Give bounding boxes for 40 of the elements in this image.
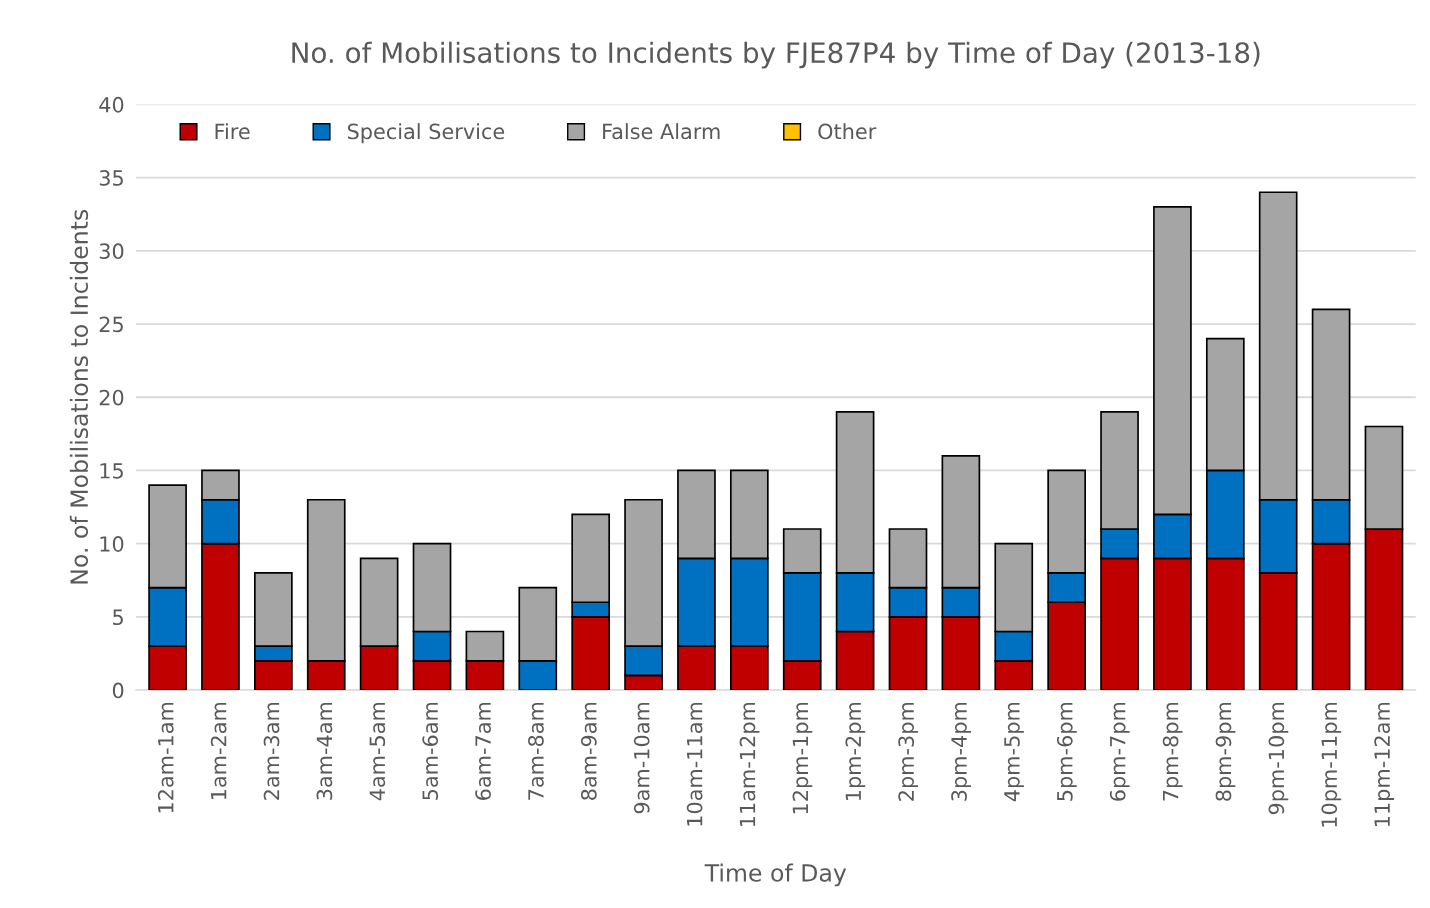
x-tick-label: 1pm-2pm xyxy=(845,702,866,800)
x-tick-label: 10pm-11pm xyxy=(1321,702,1342,827)
x-tick-label: 6pm-7pm xyxy=(1109,702,1130,801)
legend-label: Other xyxy=(818,123,877,140)
x-tick-label: 11am-12pm xyxy=(739,702,760,827)
y-tick-label: 5 xyxy=(113,609,123,626)
x-tick-label: 3am-4am xyxy=(316,702,333,800)
x-tick-label: 12am-1am xyxy=(157,702,174,813)
x-tick-label: 9pm-10pm xyxy=(1268,702,1289,815)
x-tick-label: 8pm-9pm xyxy=(1215,702,1236,801)
x-tick-label: 11pm-12am xyxy=(1374,702,1395,827)
legend-label: Special Service xyxy=(347,123,505,144)
y-tick-label: 0 xyxy=(112,682,124,699)
y-tick-label: 30 xyxy=(99,243,124,260)
x-tick-label: 7pm-8pm xyxy=(1162,702,1183,801)
y-tick-label: 10 xyxy=(100,536,124,552)
x-tick-label: 12pm-1pm xyxy=(792,702,813,814)
y-tick-label: 25 xyxy=(99,316,123,333)
x-tick-label: 2am-3am xyxy=(263,702,280,800)
x-tick-label: 5am-6am xyxy=(422,702,439,800)
x-tick-label: 3pm-4pm xyxy=(951,702,971,801)
x-tick-label: 6am-7am xyxy=(475,702,491,800)
x-tick-label: 7am-8am xyxy=(528,702,544,800)
y-tick-label: 35 xyxy=(99,170,123,186)
x-tick-label: 2pm-3pm xyxy=(898,702,919,801)
legend-label: Fire xyxy=(215,123,250,140)
x-tick-label: 5pm-6pm xyxy=(1056,702,1077,801)
x-tick-label: 8am-9am xyxy=(580,702,597,800)
x-axis-title: Time of Day xyxy=(704,863,847,887)
y-axis-title: No. of Mobilisations to Incidents xyxy=(69,209,89,584)
y-tick-label: 40 xyxy=(99,96,124,113)
y-tick-label: 15 xyxy=(100,463,123,479)
legend-label: False Alarm xyxy=(603,123,720,140)
x-tick-label: 1am-2am xyxy=(210,702,227,800)
x-tick-label: 10am-11am xyxy=(686,702,703,826)
y-tick-label: 20 xyxy=(99,389,124,406)
x-tick-label: 9am-10am xyxy=(633,702,650,814)
x-tick-label: 4pm-5pm xyxy=(1004,702,1024,802)
chart-title: No. of Mobilisations to Incidents by FJE87P4 by Time of Day (2013-18) xyxy=(292,41,1260,69)
x-tick-label: 4am-5am xyxy=(369,702,386,801)
